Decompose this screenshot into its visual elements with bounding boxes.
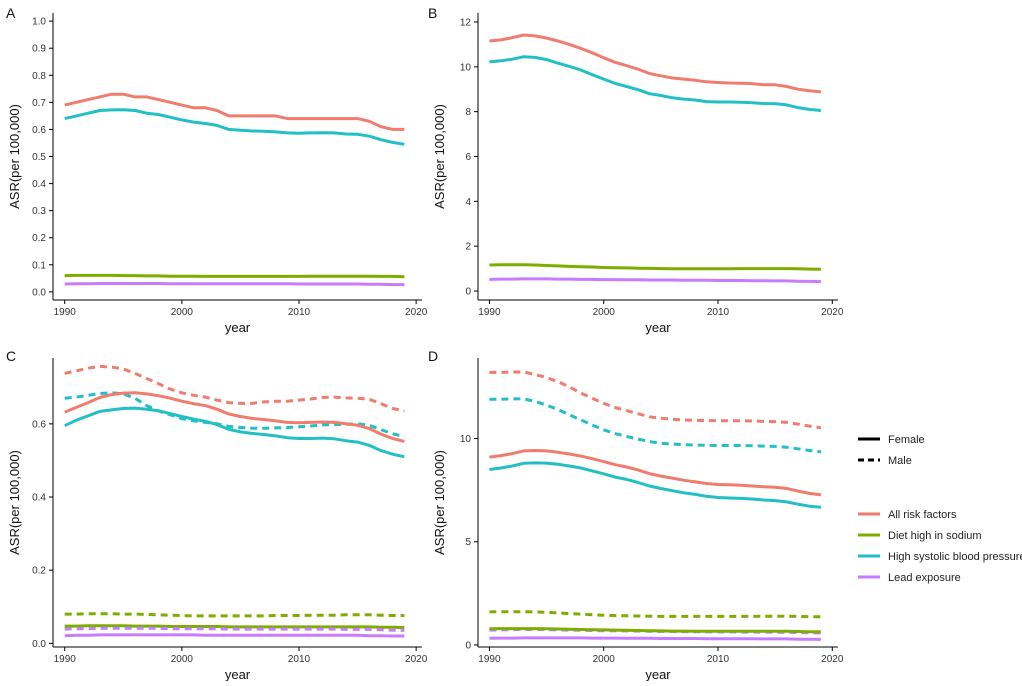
x-axis-title: year	[225, 667, 251, 681]
y-tick-label: 0.7	[32, 98, 46, 109]
legend-label-female: Female	[888, 434, 925, 446]
x-tick-label: 2000	[593, 307, 616, 318]
x-tick-label: 1990	[478, 654, 501, 665]
x-tick-label: 2010	[707, 307, 730, 318]
series-line-all_risk-male	[489, 370, 822, 430]
series-line-sbp-female	[489, 461, 822, 509]
legend-sex-male: Male	[858, 455, 912, 467]
series-line-sodium-male	[64, 612, 405, 618]
x-tick-label: 2010	[288, 654, 311, 665]
panel-c: C 0.0 0.2 0.4 0.6 1990 2000 2010 2020 year ASR(per…	[6, 348, 428, 682]
x-tick-label: 2020	[821, 307, 844, 318]
series-line-sbp	[489, 55, 822, 112]
series-line-all_risk-female	[489, 449, 822, 497]
series-line-sodium	[489, 263, 821, 271]
y-tick-label: 6	[465, 152, 471, 163]
y-tick-label: 10	[460, 62, 472, 73]
x-axis-title: year	[645, 667, 671, 681]
series-line-lead-female	[489, 636, 821, 641]
series-line-sodium-male	[489, 610, 821, 619]
series-line-all_risk-male	[64, 364, 405, 413]
legend-factor-all-risk: All risk factors	[858, 509, 957, 521]
series-line-lead-female	[64, 633, 405, 638]
series-line-all_risk-female	[64, 391, 405, 443]
y-tick-label: 12	[460, 17, 472, 28]
y-tick-label: 8	[465, 107, 471, 118]
series-line-lead	[64, 282, 405, 287]
x-tick-label: 2000	[593, 654, 616, 665]
y-tick-label: 0.2	[32, 233, 46, 244]
panel-label: B	[428, 5, 437, 21]
y-tick-label: 2	[465, 242, 471, 253]
x-tick-label: 2010	[288, 307, 311, 318]
y-tick-label: 0.5	[32, 152, 46, 163]
x-tick-label: 2000	[171, 307, 194, 318]
series-line-lead-male	[64, 626, 405, 632]
y-tick-label: 0.4	[32, 179, 46, 190]
y-tick-label: 0.4	[32, 493, 46, 504]
panel-d: D 0 5 10 1990 2000 2010 2020 year ASR(per 100,000…	[428, 348, 844, 682]
y-tick-label: 0.1	[32, 260, 46, 271]
legend-sex-female: Female	[858, 434, 925, 446]
legend-label-sbp: High systolic blood pressure	[888, 551, 1022, 563]
y-tick-label: 0.9	[32, 44, 46, 55]
y-tick-label: 0.2	[32, 566, 46, 577]
y-axis-title: ASR(per 100,000)	[7, 450, 22, 555]
y-tick-label: 0.8	[32, 71, 46, 82]
x-tick-label: 2020	[821, 654, 844, 665]
legend-factor-sodium: Diet high in sodium	[858, 530, 982, 542]
series-line-sodium	[64, 273, 405, 279]
series-line-lead	[489, 277, 821, 284]
series-line-sbp-male	[489, 397, 822, 454]
x-tick-label: 2020	[405, 307, 428, 318]
series-line-sodium-female	[489, 627, 821, 634]
series-line-all_risk	[489, 33, 822, 94]
y-axis-title: ASR(per 100,000)	[432, 104, 447, 209]
x-tick-label: 2020	[405, 654, 428, 665]
y-tick-label: 10	[460, 434, 472, 445]
x-tick-label: 1990	[54, 307, 77, 318]
panel-a: A 0.0 0.1 0.2 0.3 0.4 0.5 0.6 0.7 0.8 0.9 1.0 1990 20…	[6, 5, 428, 335]
x-axis-title: year	[645, 320, 671, 335]
y-tick-label: 4	[465, 197, 471, 208]
y-tick-label: 0	[465, 640, 471, 651]
x-tick-label: 2000	[171, 654, 194, 665]
y-tick-label: 0.6	[32, 125, 46, 136]
y-tick-label: 0	[465, 287, 471, 298]
legend-label-lead: Lead exposure	[888, 572, 961, 584]
x-tick-label: 1990	[478, 307, 501, 318]
legend-label-male: Male	[888, 455, 912, 467]
y-tick-label: 1.0	[32, 17, 46, 28]
legend-factor-lead: Lead exposure	[858, 572, 961, 584]
legend-factor-sbp: High systolic blood pressure	[858, 551, 1022, 563]
x-tick-label: 1990	[54, 654, 77, 665]
panel-b: B 0 2 4 6 8 10 12 1990 2000 2010 2020 year ASR(per 10…	[428, 5, 844, 335]
panel-label: A	[6, 5, 16, 21]
panel-label: D	[428, 348, 438, 364]
y-tick-label: 0.3	[32, 206, 46, 217]
series-line-all_risk	[64, 92, 405, 131]
series-line-sbp	[64, 108, 405, 146]
y-tick-label: 5	[465, 537, 471, 548]
y-axis-title: ASR(per 100,000)	[432, 450, 447, 555]
x-axis-title: year	[225, 320, 251, 335]
series-line-sodium-female	[64, 624, 405, 630]
legend-label-sodium: Diet high in sodium	[888, 530, 982, 542]
y-axis-title: ASR(per 100,000)	[7, 104, 22, 209]
y-tick-label: 0.6	[32, 419, 46, 430]
legend: Female Male All risk factors Diet high i…	[858, 434, 1022, 584]
x-tick-label: 2010	[707, 654, 730, 665]
y-tick-label: 0.0	[32, 639, 46, 650]
y-tick-label: 0.0	[32, 287, 46, 298]
legend-label-all-risk: All risk factors	[888, 509, 957, 521]
series-line-sbp-female	[64, 406, 405, 459]
panel-label: C	[6, 348, 16, 364]
